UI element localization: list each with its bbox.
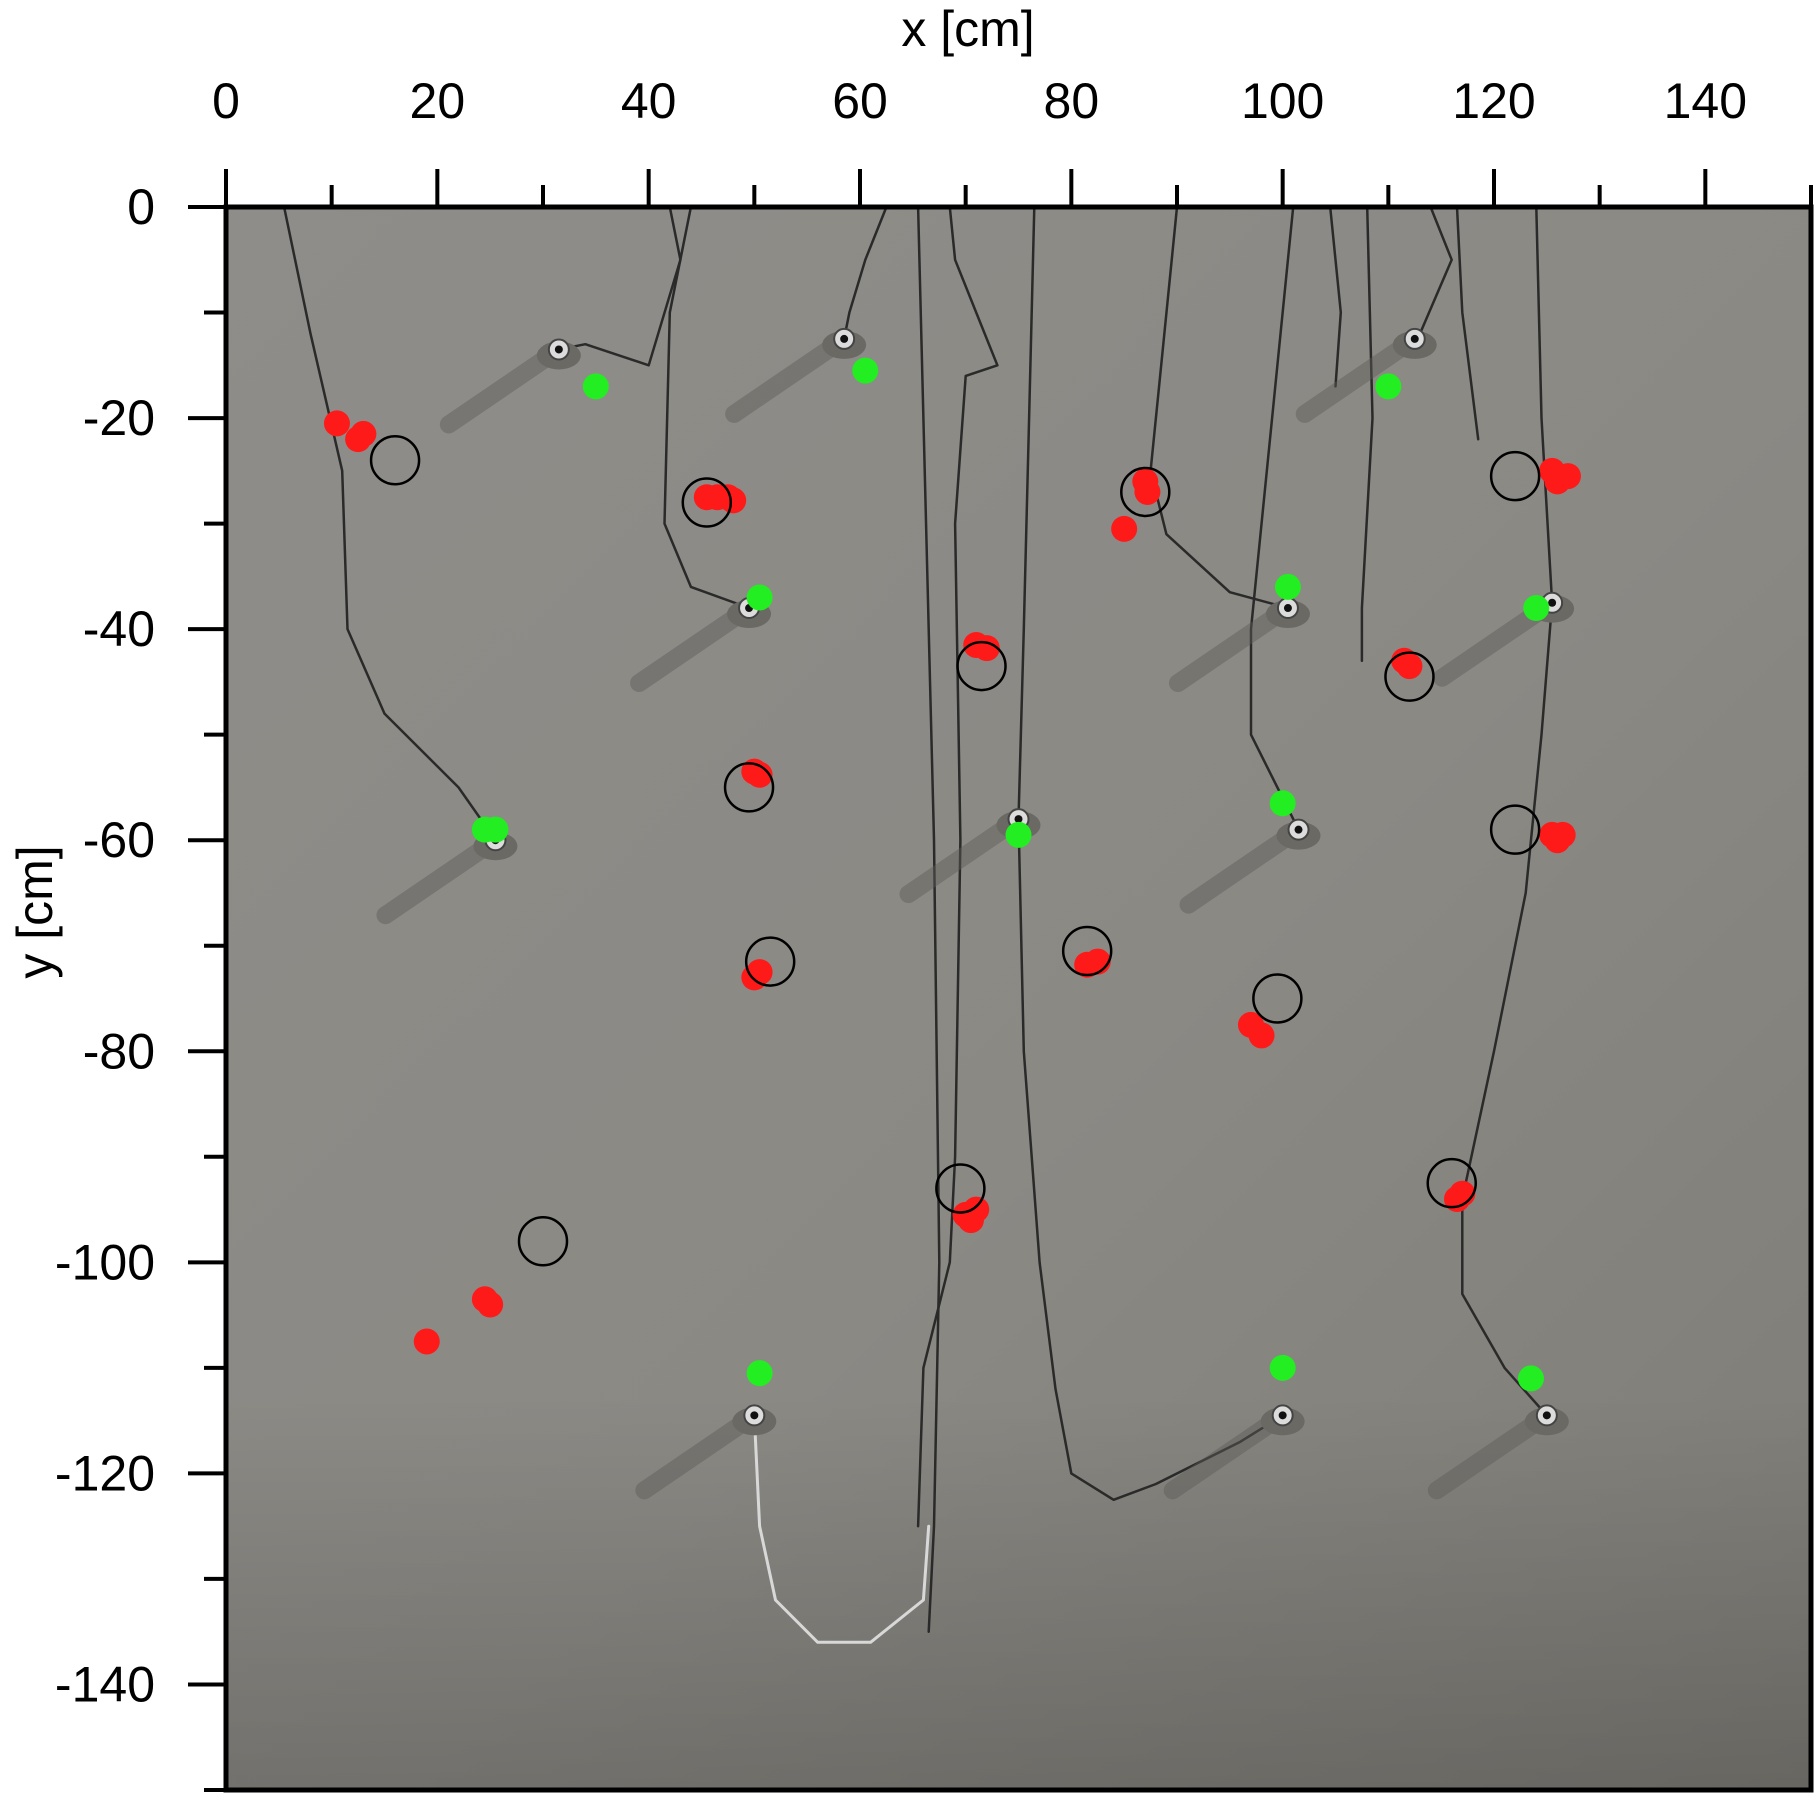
open-circle-point	[1384, 651, 1435, 702]
cable-dark	[1360, 205, 1374, 663]
green-point	[1517, 1365, 1544, 1392]
cable-dark	[916, 205, 941, 1633]
plug-hole	[1548, 598, 1557, 607]
plug-hole	[1542, 1411, 1551, 1420]
cable-dark	[1249, 205, 1300, 831]
cable-dark	[282, 205, 497, 842]
green-point	[1375, 373, 1402, 400]
cable-dark	[1017, 205, 1036, 821]
open-circle-point	[723, 762, 775, 813]
red-point	[1134, 478, 1161, 505]
open-circle-point	[1061, 925, 1113, 977]
green-point	[1274, 573, 1301, 600]
cable-dark	[916, 205, 999, 1528]
open-circle-point	[369, 435, 421, 486]
x-axis-title: x [cm]	[901, 1, 1034, 57]
x-tick-label: 0	[212, 73, 240, 129]
x-tick-label: 40	[621, 73, 677, 129]
x-tick-label: 60	[832, 73, 888, 129]
cable-layer	[282, 205, 1554, 1644]
open-circle-point	[1489, 804, 1541, 855]
green-point	[746, 1360, 773, 1387]
red-point	[1549, 821, 1576, 848]
axis-layer: 0 20 40 60 80 100 120 140 0 -20 -40 -60 -80 -100 -120 -…	[55, 73, 1814, 1793]
red-point	[323, 410, 350, 437]
open-circle-point	[1120, 466, 1171, 518]
plug-hole	[840, 334, 849, 343]
plot-frame	[223, 204, 1814, 1793]
open-circle-point	[1489, 450, 1541, 502]
red-point	[1396, 653, 1423, 680]
red-point	[963, 1196, 990, 1223]
open-circle-point	[935, 1163, 986, 1214]
plug-hole	[1294, 825, 1303, 834]
x-tick-label: 20	[410, 73, 466, 129]
x-tick-label: 100	[1241, 73, 1324, 129]
cable-dark	[1328, 205, 1343, 388]
cable-dark	[1535, 205, 1554, 605]
red-point	[746, 761, 773, 788]
red-point	[413, 1328, 440, 1355]
cable-dark	[1017, 817, 1284, 1502]
y-tick-label: -100	[55, 1234, 155, 1290]
red-point	[746, 959, 773, 986]
plug-hole	[1283, 604, 1292, 613]
y-tick-label: -20	[83, 390, 155, 446]
green-point	[1005, 821, 1032, 848]
green-point	[482, 816, 509, 843]
x-tick-label: 80	[1044, 73, 1100, 129]
red-point	[477, 1291, 504, 1318]
red-point	[1084, 948, 1111, 975]
green-point	[582, 373, 609, 400]
plug-hole	[554, 345, 563, 354]
red-point	[1248, 1022, 1275, 1049]
y-axis-title: y [cm]	[7, 845, 63, 978]
plug-hole	[1410, 334, 1419, 343]
plug-hole	[1278, 1411, 1287, 1420]
slab-bottom-shade	[226, 207, 1811, 1790]
open-circle-point	[744, 936, 796, 987]
cable-dark	[1455, 205, 1480, 441]
cable-dark	[842, 205, 888, 341]
red-point	[1111, 515, 1138, 542]
y-tick-label: -140	[55, 1656, 155, 1712]
cable-dark	[663, 205, 751, 610]
y-tick-label: -40	[83, 601, 155, 657]
open-circle-point	[956, 640, 1007, 692]
green-point	[746, 584, 773, 611]
green-point	[1269, 1354, 1296, 1381]
y-tick-label: -80	[83, 1023, 155, 1079]
green-point	[852, 357, 879, 384]
marker-layer	[323, 357, 1581, 1392]
red-point	[1554, 463, 1581, 490]
x-tick-label: 120	[1452, 73, 1535, 129]
red-point	[350, 420, 377, 447]
green-point	[1269, 790, 1296, 817]
open-circle-point	[1426, 1157, 1477, 1209]
y-tick-label: 0	[127, 179, 155, 235]
cable-dark	[1149, 205, 1290, 610]
cable-light	[752, 1413, 931, 1644]
red-point	[720, 487, 747, 514]
open-circle-point	[517, 1215, 569, 1267]
cable-dark	[557, 205, 682, 367]
plug-hole	[1014, 815, 1023, 824]
plug-hole	[750, 1411, 759, 1420]
y-tick-label: -120	[55, 1445, 155, 1501]
y-tick-label: -60	[83, 812, 155, 868]
red-point	[1449, 1180, 1476, 1207]
open-circle-point	[681, 477, 733, 528]
cable-dark	[1461, 601, 1554, 1417]
green-point	[1523, 595, 1550, 622]
x-tick-label: 140	[1664, 73, 1747, 129]
slab-photo	[226, 207, 1811, 1790]
open-circle-point	[1252, 973, 1303, 1024]
